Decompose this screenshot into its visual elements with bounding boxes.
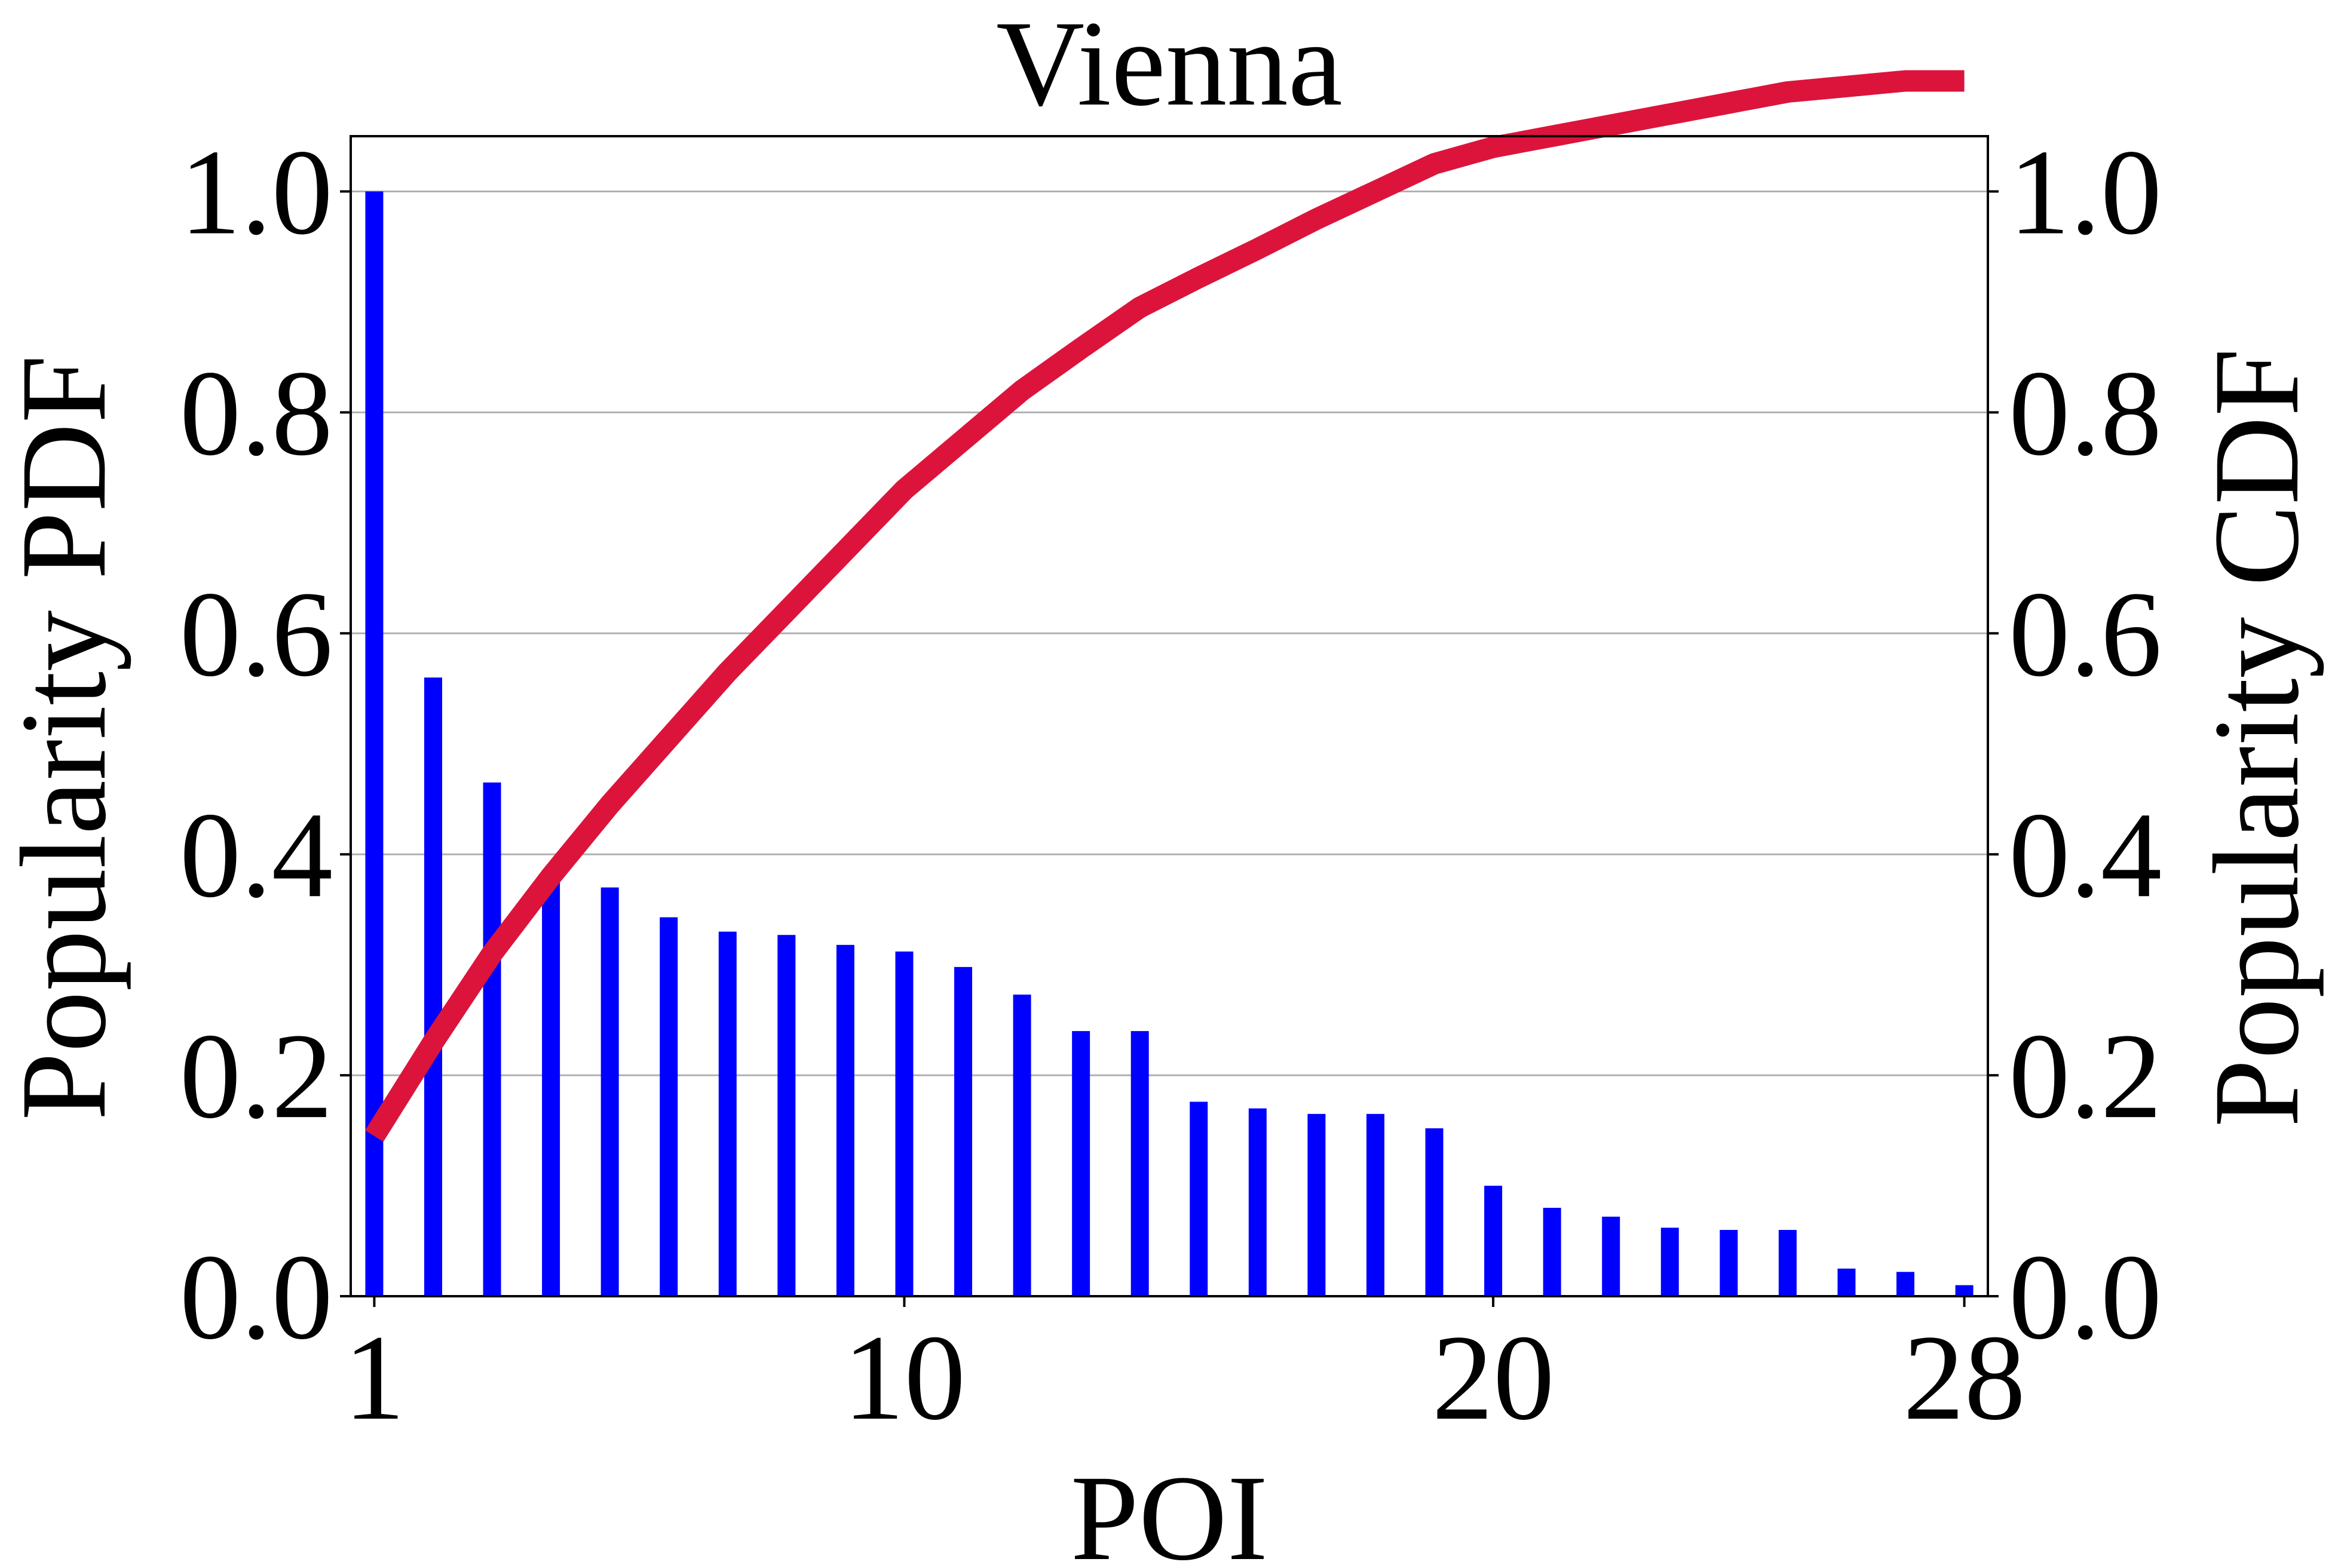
y-left-tick-label: 0.2: [180, 1008, 333, 1144]
pdf-bar: [424, 677, 442, 1296]
pdf-bar: [836, 944, 854, 1296]
pdf-bar: [1013, 995, 1031, 1296]
pdf-bar: [1484, 1186, 1503, 1296]
pdf-bar: [1955, 1285, 1974, 1296]
y-axis-right: 0.0 0.2 0.4 0.6 0.8 1.0: [1988, 124, 2162, 1365]
x-axis: 1 10 20 28: [344, 1296, 2026, 1446]
x-tick-label: 10: [843, 1310, 966, 1446]
cdf-line: [365, 70, 1965, 1142]
pdf-bar: [483, 782, 501, 1296]
pdf-bar: [1896, 1272, 1915, 1296]
pdf-bar: [1602, 1216, 1620, 1296]
pdf-bar: [1543, 1208, 1561, 1296]
pdf-bar: [1307, 1113, 1326, 1296]
plot-frame: [350, 135, 1989, 1297]
x-tick-label: 28: [1903, 1310, 2026, 1446]
pdf-bar: [1072, 1031, 1090, 1296]
y-axis-left: 0.0 0.2 0.4 0.6 0.8 1.0: [180, 124, 351, 1365]
y-right-tick-label: 0.8: [2009, 345, 2162, 481]
pdf-bar: [600, 887, 619, 1296]
pdf-bar: [1425, 1128, 1444, 1296]
y-left-tick-label: 0.6: [180, 566, 333, 702]
chart-title: Vienna: [996, 0, 1343, 131]
y-right-tick-label: 0.2: [2009, 1008, 2162, 1144]
pdf-bar: [1366, 1113, 1384, 1296]
x-tick-label: 20: [1432, 1310, 1555, 1446]
y-right-tick-label: 0.4: [2009, 787, 2162, 923]
x-tick-label: 1: [344, 1310, 405, 1446]
pdf-bar: [1720, 1230, 1738, 1296]
y-right-tick-label: 1.0: [2009, 124, 2162, 260]
y-axis-right-title: Popularity CDF: [2189, 348, 2324, 1127]
pdf-bar: [1778, 1230, 1797, 1296]
x-axis-title: POI: [1071, 1450, 1268, 1568]
pdf-bar: [660, 917, 678, 1296]
pdf-bar: [954, 966, 973, 1296]
y-left-tick-label: 0.0: [180, 1229, 333, 1365]
pdf-bar: [1837, 1268, 1856, 1296]
pdf-bar: [1190, 1101, 1208, 1296]
grid-lines: [351, 190, 1988, 1297]
y-right-tick-label: 0.0: [2009, 1229, 2162, 1365]
pdf-bar: [1130, 1031, 1149, 1296]
pdf-bar: [718, 931, 737, 1296]
y-left-tick-label: 1.0: [180, 124, 333, 260]
pdf-bar: [1248, 1108, 1267, 1296]
pdf-bar: [777, 935, 796, 1296]
pdf-bar: [1660, 1228, 1679, 1296]
y-left-tick-label: 0.4: [180, 787, 333, 923]
pdf-bar: [542, 882, 560, 1296]
y-right-tick-label: 0.6: [2009, 566, 2162, 702]
pdf-bars: [365, 191, 1974, 1296]
pdf-bar: [895, 951, 914, 1296]
y-left-tick-label: 0.8: [180, 345, 333, 481]
y-axis-left-title: Popularity PDF: [0, 355, 131, 1120]
